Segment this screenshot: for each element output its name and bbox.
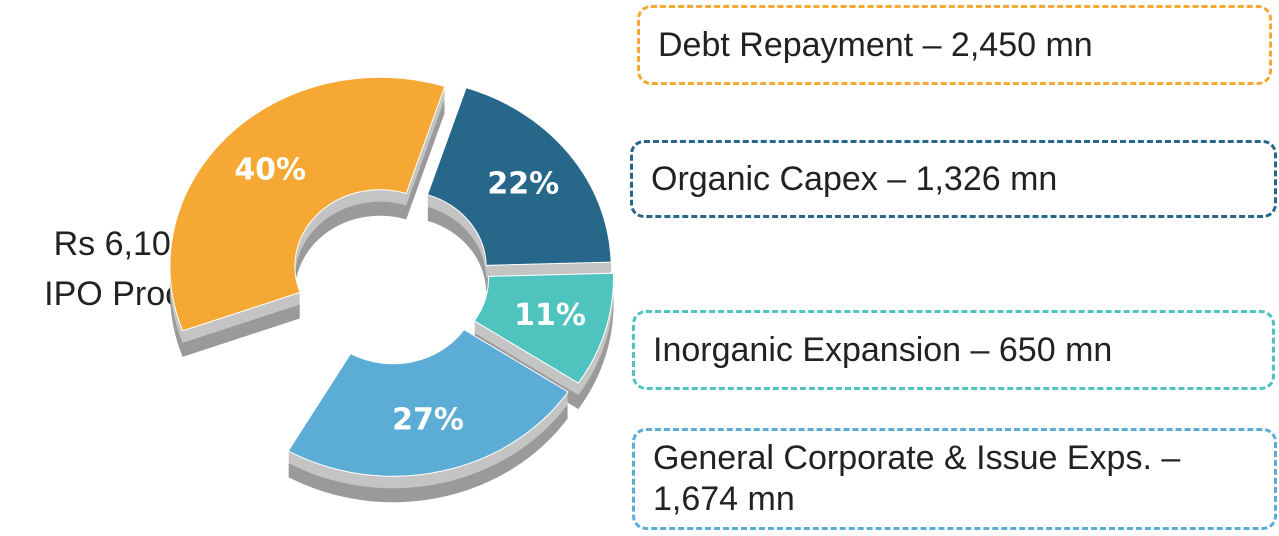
data-label: 27% [392,402,464,437]
legend-box: Inorganic Expansion – 650 mn [632,310,1275,390]
legend-box: General Corporate & Issue Exps. – 1,674 … [632,428,1277,530]
data-label: 11% [514,298,586,333]
slice [426,87,612,266]
slice [169,76,446,332]
data-label: 22% [487,167,559,202]
legend-box: Debt Repayment – 2,450 mn [637,5,1272,85]
slice [287,328,569,477]
data-label: 40% [234,152,306,187]
slice [473,272,614,384]
legend-box: Organic Capex – 1,326 mn [630,140,1277,218]
